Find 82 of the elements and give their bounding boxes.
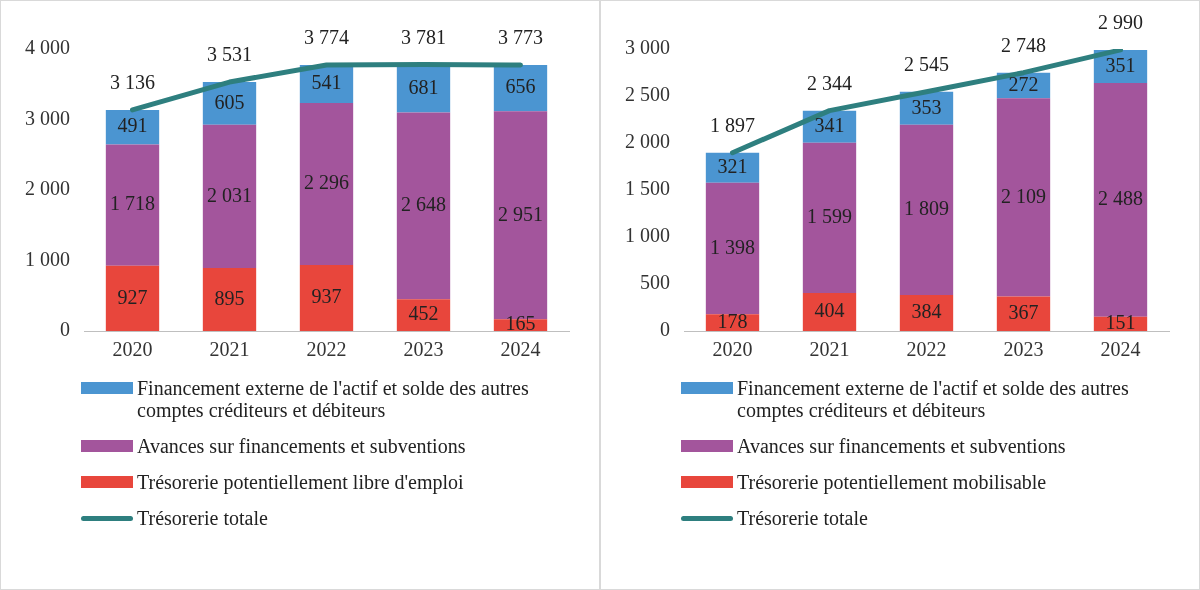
- x-tick-label: 2020: [712, 338, 753, 361]
- data-label: 2 990: [1098, 11, 1143, 34]
- data-label: 3 781: [401, 25, 446, 48]
- data-label: 2 951: [498, 202, 543, 225]
- y-tick-label: 4 000: [25, 36, 70, 59]
- data-label: 384: [911, 300, 942, 323]
- legend-label: Avances sur financements et subventions: [737, 435, 1066, 457]
- x-tick-label: 2023: [403, 338, 444, 361]
- data-label: 1 718: [110, 192, 155, 215]
- data-label: 681: [408, 75, 439, 98]
- data-label: 937: [311, 285, 342, 308]
- data-label: 3 774: [304, 26, 349, 49]
- legend-label: Financement externe de l'actif et solde des autres comptes créditeurs et débiteurs: [737, 377, 1130, 421]
- data-label: 2 344: [807, 71, 852, 94]
- bar: [802, 142, 857, 294]
- bar: [996, 98, 1051, 297]
- x-tick-label: 2022: [306, 338, 347, 361]
- data-label: 605: [214, 90, 245, 113]
- legend-label: Trésorerie totale: [737, 507, 868, 529]
- data-label: 151: [1105, 311, 1136, 334]
- x-tick-label: 2020: [112, 338, 153, 361]
- data-label: 656: [505, 75, 536, 98]
- x-tick-label: 2023: [1003, 338, 1044, 361]
- bar: [299, 103, 354, 265]
- data-label: 1 398: [710, 235, 755, 258]
- bar: [105, 265, 160, 331]
- legend-label: Trésorerie potentiellement libre d'emploi: [137, 471, 464, 493]
- bar: [202, 267, 257, 331]
- data-label: 2 545: [904, 53, 949, 76]
- x-tick-label: 2021: [809, 338, 850, 361]
- data-label: 2 648: [401, 193, 446, 216]
- y-tick-label: 2 000: [625, 130, 670, 153]
- data-label: 341: [814, 113, 845, 136]
- data-label: 1 599: [807, 205, 852, 228]
- data-label: 1 897: [710, 113, 755, 136]
- data-label: 927: [117, 285, 148, 308]
- data-label: 452: [408, 302, 439, 325]
- data-label: 367: [1008, 301, 1039, 323]
- bar: [105, 144, 160, 266]
- data-label: 3 773: [498, 26, 543, 49]
- data-label: 321: [717, 155, 748, 178]
- data-label: 3 136: [110, 71, 155, 94]
- data-label: 404: [814, 299, 845, 322]
- bar: [899, 124, 954, 295]
- data-label: 353: [911, 95, 942, 118]
- data-label: 2 109: [1001, 184, 1046, 207]
- data-label: 165: [505, 312, 536, 335]
- y-tick-label: 1 500: [625, 177, 670, 200]
- legend-label: Trésorerie potentiellement mobilisable: [737, 471, 1047, 493]
- data-label: 2 748: [1001, 33, 1046, 56]
- legend-label: Avances sur financements et subventions: [137, 435, 466, 457]
- bar: [396, 112, 451, 300]
- y-tick-label: 2 000: [25, 177, 70, 200]
- data-label: 541: [311, 71, 342, 94]
- data-label: 2 296: [304, 171, 349, 194]
- x-tick-label: 2021: [209, 338, 250, 361]
- x-tick-label: 2024: [1100, 338, 1141, 361]
- y-tick-label: 3 000: [625, 36, 670, 59]
- y-tick-label: 500: [640, 271, 670, 294]
- x-tick-label: 2022: [906, 338, 947, 361]
- data-label: 895: [214, 286, 245, 309]
- data-label: 1 809: [904, 197, 949, 220]
- bar: [299, 264, 354, 331]
- y-tick-label: 0: [660, 318, 670, 341]
- y-tick-label: 0: [60, 318, 70, 341]
- y-tick-label: 3 000: [25, 106, 70, 129]
- y-tick-label: 1 000: [25, 247, 70, 270]
- y-tick-label: 2 500: [625, 83, 670, 106]
- data-label: 2 488: [1098, 187, 1143, 210]
- bar: [202, 124, 257, 268]
- data-label: 491: [117, 114, 148, 137]
- x-tick-label: 2024: [500, 338, 541, 361]
- data-label: 272: [1008, 72, 1039, 95]
- data-label: 178: [717, 309, 748, 332]
- legend-label: Trésorerie totale: [137, 507, 268, 529]
- legend-label: Financement externe de l'actif et solde des autres comptes créditeurs et débiteurs: [137, 377, 530, 421]
- data-label: 2 031: [207, 183, 252, 206]
- data-label: 3 531: [207, 43, 252, 66]
- bar: [705, 182, 760, 315]
- y-tick-label: 1 000: [625, 224, 670, 247]
- bar: [1093, 82, 1148, 317]
- data-label: 351: [1105, 53, 1136, 76]
